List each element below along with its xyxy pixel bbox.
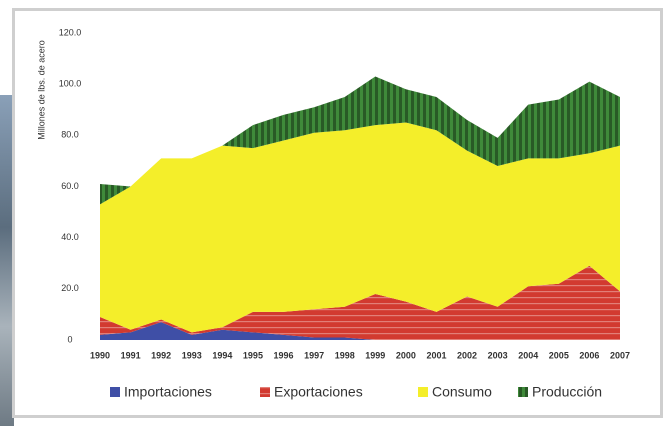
- area: [100, 76, 620, 205]
- legend-swatch: [418, 387, 428, 397]
- x-tick-label: 1993: [182, 350, 202, 360]
- x-tick-label: 2004: [518, 350, 538, 360]
- y-tick-label: 100.0: [59, 79, 82, 89]
- y-tick-label: 60.0: [61, 181, 79, 191]
- x-tick-label: 2000: [396, 350, 416, 360]
- x-tick-label: 1995: [243, 350, 263, 360]
- legend-label: Producción: [532, 384, 602, 400]
- y-tick-label: 80.0: [61, 130, 79, 140]
- legend-swatch: [110, 387, 120, 397]
- x-tick-label: 1990: [90, 350, 110, 360]
- x-tick-label: 2001: [426, 350, 446, 360]
- area: [100, 322, 620, 340]
- x-tick-label: 1997: [304, 350, 324, 360]
- legend-swatch: [260, 387, 270, 397]
- y-tick-label: 0: [67, 334, 72, 344]
- legend-label: Consumo: [432, 384, 492, 400]
- x-tick-label: 1991: [121, 350, 141, 360]
- area: [100, 265, 620, 340]
- x-tick-label: 2005: [549, 350, 569, 360]
- legend-label: Exportaciones: [274, 384, 363, 400]
- y-tick-label: 120.0: [59, 27, 82, 37]
- x-tick-label: 1996: [274, 350, 294, 360]
- x-tick-label: 2003: [488, 350, 508, 360]
- x-tick-label: 1994: [212, 350, 232, 360]
- x-tick-label: 1992: [151, 350, 171, 360]
- x-tick-label: 1999: [365, 350, 385, 360]
- x-tick-label: 2006: [579, 350, 599, 360]
- x-tick-label: 2007: [610, 350, 630, 360]
- x-tick-label: 2002: [457, 350, 477, 360]
- y-tick-label: 40.0: [61, 232, 79, 242]
- legend-swatch: [518, 387, 528, 397]
- background-photo: [0, 95, 14, 426]
- legend-label: Importaciones: [124, 384, 212, 400]
- y-tick-label: 20.0: [61, 283, 79, 293]
- y-axis-label: Millones de lbs. de acero: [36, 40, 46, 140]
- area: [100, 122, 620, 333]
- x-tick-label: 1998: [335, 350, 355, 360]
